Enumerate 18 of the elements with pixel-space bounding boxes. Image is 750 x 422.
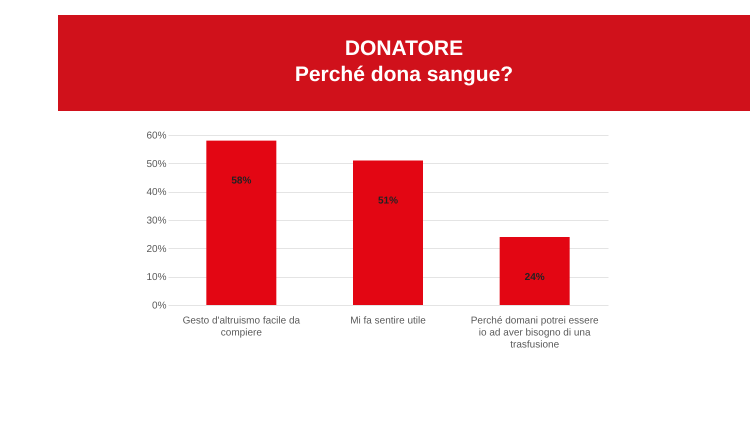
y-tick-label: 20% xyxy=(146,244,167,255)
data-label: 24% xyxy=(524,272,545,283)
y-tick-label: 0% xyxy=(152,300,167,312)
x-tick-label: Mi fa sentire utile xyxy=(350,316,426,326)
bar xyxy=(500,237,570,305)
y-tick-label: 60% xyxy=(146,130,167,142)
y-tick-label: 50% xyxy=(146,158,167,170)
y-tick-label: 30% xyxy=(146,216,167,226)
y-tick-label: 40% xyxy=(146,187,167,198)
x-tick-label: Gesto d'altruismo facile da compiere xyxy=(182,316,301,338)
x-tick-label: Perché domani potrei essere io ad aver bisogno di una trasfusione xyxy=(470,316,600,350)
bar xyxy=(206,140,276,305)
bar xyxy=(353,160,423,305)
y-tick-label: 10% xyxy=(146,272,167,284)
chart-title: DONATORE xyxy=(344,37,464,61)
chart-subtitle: Perché dona sangue? xyxy=(294,63,514,87)
data-label: 51% xyxy=(378,196,398,206)
data-label: 58% xyxy=(231,176,252,187)
